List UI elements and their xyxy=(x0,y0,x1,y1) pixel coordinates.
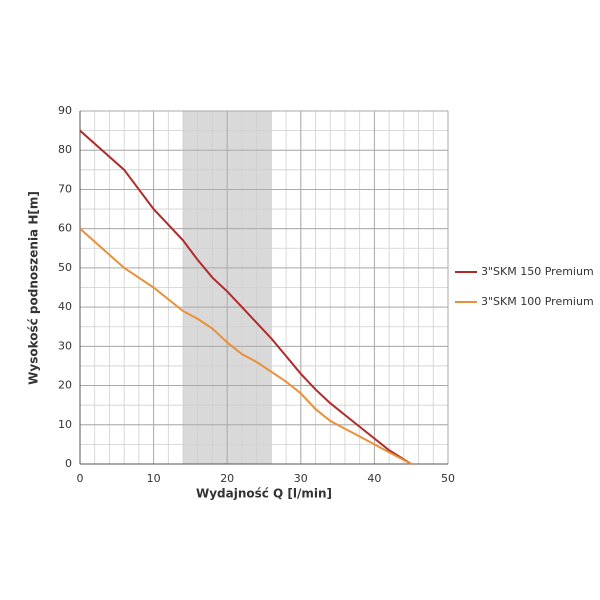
y-tick-label: 90 xyxy=(58,104,72,117)
legend-label: 3"SKM 150 Premium xyxy=(481,265,594,278)
series-line xyxy=(79,129,412,465)
x-tick-label: 30 xyxy=(294,472,308,485)
x-tick-label: 40 xyxy=(367,472,381,485)
x-tick-label: 50 xyxy=(441,472,455,485)
y-tick-label: 0 xyxy=(65,457,72,470)
y-tick-label: 80 xyxy=(58,143,72,156)
y-tick-label: 40 xyxy=(58,300,72,313)
y-tick-label: 10 xyxy=(58,418,72,431)
y-tick-label: 50 xyxy=(58,261,72,274)
x-tick-label: 20 xyxy=(220,472,234,485)
y-axis-title: Wysokość podnoszenia H[m] xyxy=(27,191,41,385)
y-tick-label: 30 xyxy=(58,339,72,352)
y-tick-label: 70 xyxy=(58,182,72,195)
x-tick-label: 10 xyxy=(147,472,161,485)
y-tick-label: 20 xyxy=(58,379,72,392)
legend-label: 3"SKM 100 Premium xyxy=(481,295,594,308)
y-tick-label: 60 xyxy=(58,222,72,235)
x-tick-label: 0 xyxy=(77,472,84,485)
x-axis-title: Wydajność Q [l/min] xyxy=(196,487,332,501)
series-line xyxy=(79,227,412,465)
